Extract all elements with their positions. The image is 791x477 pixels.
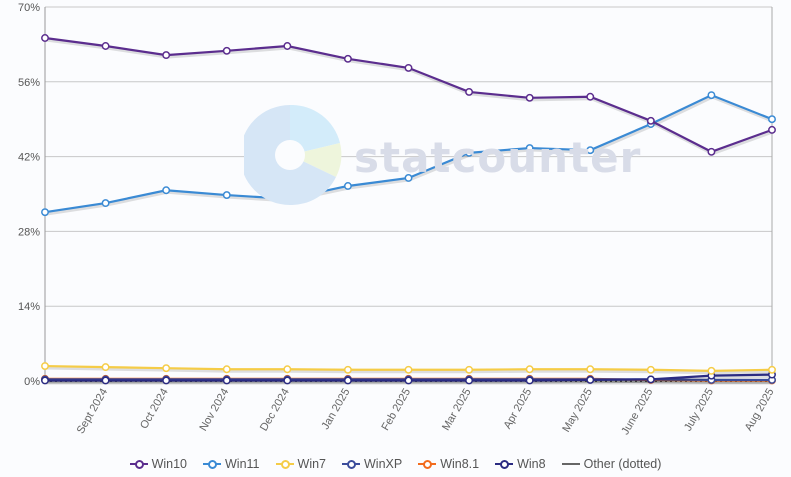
series-win7[interactable] <box>41 362 776 375</box>
x-tick-label: May 2025 <box>560 387 595 435</box>
data-point[interactable] <box>162 364 171 373</box>
data-point[interactable] <box>222 191 231 200</box>
line-chart: 0% 14% 28% 42% 56% 70% Sept 2024 Oct 2024 Nov 2… <box>18 2 777 438</box>
legend-label: Win11 <box>225 457 260 471</box>
data-point[interactable] <box>646 365 655 374</box>
data-point[interactable] <box>162 186 171 195</box>
data-point[interactable] <box>222 365 231 374</box>
data-point[interactable] <box>404 174 413 182</box>
x-tick-label: Sept 2024 <box>75 387 110 436</box>
data-point[interactable] <box>162 51 171 60</box>
x-tick-label: Oct 2024 <box>138 387 171 432</box>
data-point[interactable] <box>343 54 352 63</box>
data-point[interactable] <box>525 365 534 374</box>
data-point[interactable] <box>525 93 534 102</box>
data-point[interactable] <box>404 376 413 385</box>
data-point[interactable] <box>41 208 49 217</box>
legend-item-winxp[interactable]: WinXP <box>342 457 402 471</box>
data-point[interactable] <box>222 376 231 385</box>
data-point[interactable] <box>41 376 49 385</box>
series-win11[interactable] <box>41 91 776 217</box>
legend-item-win7[interactable]: Win7 <box>275 457 326 471</box>
legend-label: WinXP <box>364 457 403 471</box>
legend-item-win8[interactable]: Win8 <box>495 457 546 471</box>
data-point[interactable] <box>768 365 776 374</box>
data-point[interactable] <box>343 365 352 374</box>
data-point[interactable] <box>465 88 474 96</box>
legend-label: Win7 <box>297 457 326 471</box>
data-point[interactable] <box>707 147 716 156</box>
x-tick-label: June 2025 <box>619 387 655 438</box>
line-marker-icon <box>275 458 294 470</box>
legend-label: Other (dotted) <box>583 457 662 471</box>
legend-item-other-dotted[interactable]: Other (dotted) <box>561 457 662 471</box>
data-point[interactable] <box>586 146 595 155</box>
x-tick-label: Feb 2025 <box>379 387 413 433</box>
legend-item-win8-1[interactable]: Win8.1 <box>418 457 479 471</box>
legend-item-win11[interactable]: Win11 <box>203 457 260 471</box>
data-point[interactable] <box>586 365 595 374</box>
line-marker-icon <box>203 458 221 470</box>
line-icon <box>561 458 580 470</box>
data-point[interactable] <box>101 376 110 385</box>
series-lines <box>41 34 776 385</box>
data-point[interactable] <box>101 42 110 50</box>
data-point[interactable] <box>404 365 413 374</box>
y-tick-label: 14% <box>18 301 40 313</box>
data-point[interactable] <box>646 116 655 125</box>
data-point[interactable] <box>586 92 595 101</box>
data-point[interactable] <box>646 375 655 384</box>
y-tick-label: 0% <box>24 376 40 388</box>
x-tick-label: Apr 2025 <box>502 387 535 432</box>
y-tick-label: 28% <box>18 226 40 238</box>
legend-label: Win8.1 <box>440 457 480 471</box>
y-tick-label: 56% <box>18 77 40 89</box>
chart-legend: Win10 Win11 Win7 WinXP Win8.1 Win8 Other (dott… <box>0 454 791 474</box>
data-point[interactable] <box>101 199 110 208</box>
line-marker-icon <box>495 458 514 470</box>
x-tick-label: July 2025 <box>682 387 716 434</box>
data-point[interactable] <box>707 91 716 100</box>
x-axis: Sept 2024 Oct 2024 Nov 2024 Dec 2024 Jan 202… <box>75 387 777 438</box>
data-point[interactable] <box>101 363 110 372</box>
data-point[interactable] <box>162 376 171 385</box>
x-tick-label: Mar 2025 <box>440 387 474 433</box>
series-win8[interactable] <box>41 370 776 385</box>
data-point[interactable] <box>525 144 534 153</box>
series-win10[interactable] <box>41 34 776 156</box>
line-marker-icon <box>418 458 437 470</box>
x-tick-label: Dec 2024 <box>258 387 292 434</box>
data-point[interactable] <box>283 365 292 374</box>
data-point[interactable] <box>222 46 231 55</box>
line-marker-icon <box>342 458 360 470</box>
data-point[interactable] <box>586 375 595 384</box>
data-point[interactable] <box>404 63 413 72</box>
data-point[interactable] <box>768 115 776 124</box>
data-point[interactable] <box>707 366 716 375</box>
data-point[interactable] <box>41 34 49 42</box>
x-tick-label: Aug 2025 <box>743 387 777 434</box>
line-marker-icon <box>129 458 148 470</box>
y-tick-label: 70% <box>18 2 40 14</box>
data-point[interactable] <box>283 376 292 385</box>
x-tick-label: Jan 2025 <box>319 387 352 432</box>
data-point[interactable] <box>525 376 534 385</box>
legend-label: Win10 <box>151 457 187 471</box>
data-point[interactable] <box>283 194 292 203</box>
data-point[interactable] <box>343 376 352 385</box>
y-axis: 0% 14% 28% 42% 56% 70% <box>18 2 40 388</box>
data-point[interactable] <box>465 376 474 385</box>
data-point[interactable] <box>41 362 49 370</box>
legend-item-win10[interactable]: Win10 <box>129 457 187 471</box>
data-point[interactable] <box>768 125 776 134</box>
legend-label: Win8 <box>517 457 546 471</box>
data-point[interactable] <box>343 182 352 190</box>
data-point[interactable] <box>283 42 292 50</box>
x-tick-label: Nov 2024 <box>197 387 231 434</box>
data-point[interactable] <box>465 148 474 157</box>
y-tick-label: 42% <box>18 152 40 164</box>
data-point[interactable] <box>465 365 474 374</box>
